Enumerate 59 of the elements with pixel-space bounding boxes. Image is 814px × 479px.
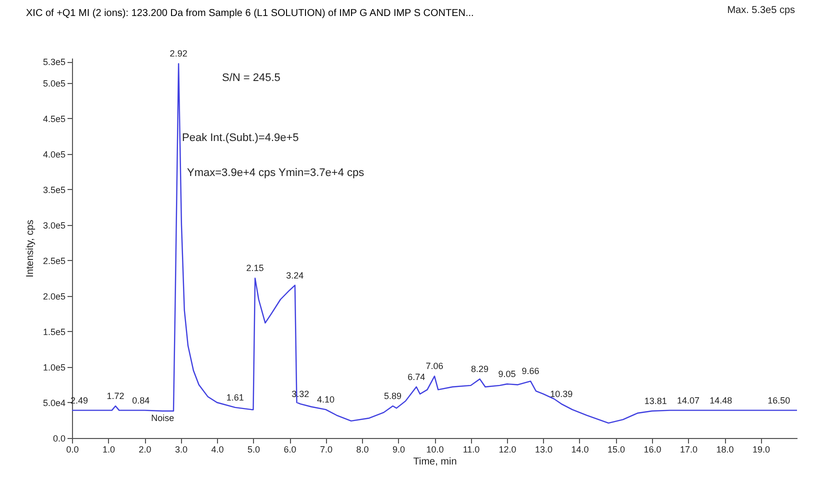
x-tick-label: 0.0: [66, 444, 79, 454]
y-tick-label: 5.0e4: [42, 398, 66, 408]
x-tick-label: 14.0: [571, 444, 589, 454]
y-tick-label: 1.5e5: [42, 326, 66, 337]
annotation: 9.66: [522, 366, 540, 376]
x-tick-label: 15.0: [607, 444, 626, 454]
annotation: 7.06: [426, 361, 444, 372]
y-tick-label: 5.0e5: [42, 78, 66, 88]
annotation: 9.05: [498, 369, 516, 380]
y-tick-label: 2.0e5: [42, 291, 66, 302]
x-tick-label: 19.0: [752, 444, 770, 454]
annotation: 8.29: [471, 364, 489, 374]
x-tick-label: 6.0: [284, 444, 296, 454]
annotation: 0.84: [132, 395, 150, 406]
annotation: 2.15: [246, 263, 264, 274]
y-tick-label: 1.0e5: [42, 362, 66, 372]
annotation: 2.92: [170, 48, 188, 59]
y-tick-label: 5.3e5: [42, 57, 66, 68]
x-tick-label: 8.0: [356, 444, 369, 454]
annotation: 14.07: [676, 395, 700, 406]
annotation: Noise: [151, 413, 174, 424]
annotation: 1.72: [106, 391, 124, 402]
annotation: 1.61: [226, 392, 244, 402]
y-tick-label: 3.5e5: [42, 184, 66, 195]
annotation: 4.10: [316, 394, 335, 405]
annotation: 5.89: [384, 391, 402, 402]
annotation: S/N = 245.5: [222, 72, 280, 84]
annotation: 14.48: [710, 395, 732, 406]
x-tick-label: 11.0: [462, 444, 480, 454]
x-tick-label: 7.0: [320, 444, 333, 454]
y-tick-label: 0.0: [52, 434, 66, 444]
annotation: Peak Int.(Subt.)=4.9e+5: [182, 132, 299, 144]
annotation: 10.39: [550, 388, 573, 399]
x-tick-label: 12.0: [498, 444, 516, 454]
line-series: [71, 63, 798, 424]
y-tick-label: 3.0e5: [42, 220, 66, 230]
y-tick-label: 2.5e5: [42, 256, 66, 266]
x-tick-label: 18.0: [716, 444, 734, 454]
x-tick-label: 2.0: [138, 444, 152, 454]
x-tick-label: 1.0: [102, 444, 116, 454]
text: Max. 5.3e5 cps: [727, 5, 795, 16]
x-tick-label: 5.0: [247, 444, 260, 454]
annotation: Ymax=3.9e+4 cps Ymin=3.7e+4 cps: [187, 167, 365, 179]
x-axis-title: Time, min: [413, 456, 457, 468]
x-tick-label: 9.0: [392, 444, 406, 454]
y-tick-label: 4.5e5: [42, 114, 66, 124]
annotation: 13.81: [644, 396, 667, 406]
x-tick-label: 3.0: [174, 444, 188, 454]
y-tick-label: 4.0e5: [42, 149, 66, 160]
x-tick-label: 16.0: [644, 444, 662, 454]
annotation: 6.74: [408, 372, 426, 382]
annotation: 16.50: [768, 395, 790, 406]
x-tick-label: 4.0: [211, 444, 224, 454]
annotation: 3.24: [286, 270, 304, 280]
text: XIC of +Q1 MI (2 ions): 123.200 Da from Sample 6 (L1 SOLUTION) of IMP G AND IMP S CONTEN...: [26, 8, 474, 19]
x-tick-label: 17.0: [680, 444, 698, 454]
y-axis-title: Intensity, cps: [24, 220, 36, 278]
x-tick-label: 10.0: [426, 444, 444, 454]
x-tick-label: 13.0: [534, 444, 553, 454]
